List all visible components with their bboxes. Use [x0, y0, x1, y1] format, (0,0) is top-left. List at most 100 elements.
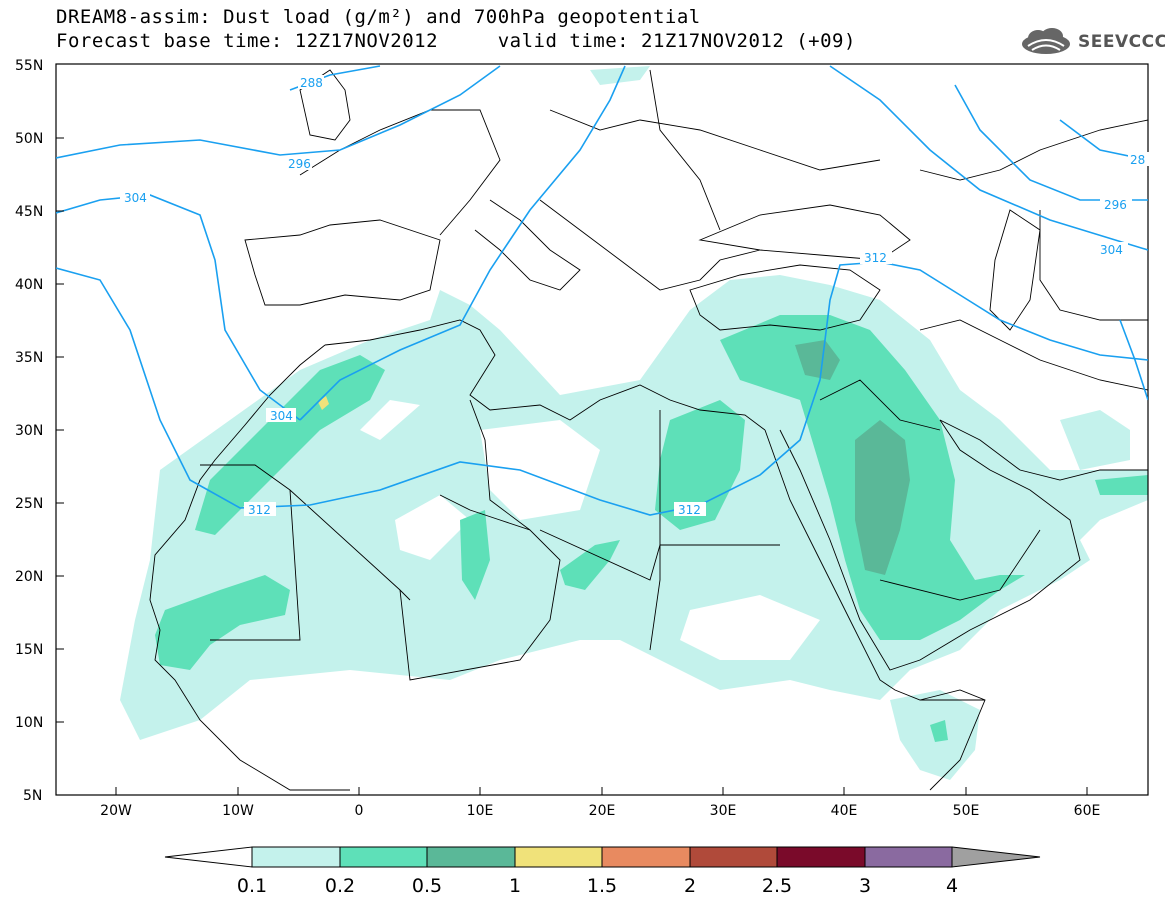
coastline-persian-gulf [939, 419, 1148, 481]
colorbar-label: 0.1 [237, 875, 267, 897]
coastline-balkans [539, 199, 761, 291]
colorbar-label: 1 [509, 875, 521, 897]
dust-gap [395, 495, 470, 560]
coastline-black-sea [698, 204, 911, 261]
border [649, 69, 721, 231]
lat-label: 35N [15, 350, 43, 366]
coastline-britain [299, 69, 351, 141]
colorbar-right-arrow [951, 846, 1041, 868]
contour-label: 312 [864, 251, 887, 265]
coastline-red-sea [764, 429, 985, 701]
lon-label: 40E [831, 803, 858, 819]
seevccc-logo: SEEVCCC [1018, 28, 1165, 56]
coastline-iberia [244, 219, 441, 306]
contour-label: 304 [124, 191, 147, 205]
coastline-france [299, 109, 501, 236]
lat-label: 15N [15, 642, 43, 658]
dust-area-light [1060, 410, 1130, 470]
contour-label: 28 [1130, 153, 1145, 167]
colorbar-label: 2.5 [762, 875, 792, 897]
contour-label: 288 [300, 76, 323, 90]
lon-label: 20E [589, 803, 616, 819]
map-title: DREAM8-assim: Dust load (g/m²) and 700hP… [56, 6, 701, 28]
dust-area-medium [655, 400, 745, 530]
dust-area-medium [560, 540, 620, 590]
contour-line [56, 194, 301, 421]
lat-label: 25N [15, 496, 43, 512]
logo-text: SEEVCCC [1078, 32, 1165, 52]
lon-label: 50E [953, 803, 980, 819]
dust-area-medium [155, 575, 290, 670]
lon-label: 10W [222, 803, 254, 819]
coastline-anatolia [689, 264, 881, 331]
colorbar [164, 846, 1041, 868]
lon-ticks [115, 787, 1088, 795]
dust-area-heavy [855, 420, 910, 575]
dust-gap [480, 420, 600, 520]
forecast-time-subtitle: Forecast base time: 12Z17NOV2012 valid t… [56, 30, 856, 52]
contour-label: 312 [678, 503, 701, 517]
contour-label: 296 [288, 157, 311, 171]
dust-area-medium [460, 510, 490, 600]
border [549, 109, 881, 171]
contour-line [56, 65, 501, 159]
contour-line [299, 65, 626, 421]
colorbar-swatch [776, 846, 866, 868]
colorbar-label: 2 [684, 875, 696, 897]
contour-line [1119, 319, 1148, 401]
coastline-africa-west [149, 344, 350, 791]
border [210, 489, 301, 641]
lon-label: 10E [467, 803, 494, 819]
contour-label: 296 [1104, 198, 1127, 212]
lon-labels: 20W 10W 0 10E 20E 30E 40E 50E 60E [100, 803, 1100, 819]
dust-area-medium [1095, 475, 1148, 495]
colorbar-swatch [251, 846, 341, 868]
dust-area-medium [930, 720, 948, 742]
coastline-italy [474, 199, 581, 291]
border [539, 529, 780, 581]
coastline-arabia [779, 419, 1081, 671]
coastline-caspian [989, 209, 1041, 331]
lat-label: 55N [15, 58, 43, 74]
lat-ticks [56, 137, 64, 723]
contour-label: 304 [1100, 243, 1123, 257]
colorbar-swatch [339, 846, 428, 868]
contour-labels: 288 296 304 312 304 312 312 28 296 304 [120, 75, 1150, 517]
border [819, 379, 941, 431]
lat-label: 30N [15, 423, 43, 439]
dust-gap [360, 400, 420, 440]
lon-label: 30E [710, 803, 737, 819]
colorbar-swatch [864, 846, 953, 868]
dust-area-medium [195, 355, 385, 535]
lat-label: 45N [15, 204, 43, 220]
lon-label: 20W [100, 803, 132, 819]
colorbar-label: 0.5 [412, 875, 442, 897]
contour-label: 304 [270, 409, 293, 423]
border [469, 399, 531, 531]
cloud-icon [1022, 28, 1070, 54]
dust-area-peak [318, 396, 329, 410]
lat-label: 10N [15, 715, 43, 731]
border [649, 410, 661, 651]
lat-label: 40N [15, 277, 43, 293]
contour-line [954, 84, 1148, 201]
colorbar-label: 4 [946, 875, 958, 897]
lon-label: 0 [355, 803, 364, 819]
border [919, 119, 1148, 181]
dust-field [120, 66, 1148, 780]
lat-label: 50N [15, 131, 43, 147]
border [879, 529, 1041, 601]
colorbar-swatch [601, 846, 691, 868]
contour-line [829, 65, 1148, 251]
colorbar-labels: 0.1 0.2 0.5 1 1.5 2 2.5 3 4 [237, 875, 958, 897]
dust-area-heavy [795, 340, 840, 380]
colorbar-label: 1.5 [587, 875, 617, 897]
colorbar-label: 0.2 [325, 875, 355, 897]
border [919, 319, 1148, 391]
colorbar-swatch [689, 846, 778, 868]
colorbar-swatch [426, 846, 516, 868]
colorbar-left-arrow [164, 846, 253, 868]
colorbar-label: 3 [859, 875, 871, 897]
lon-label: 60E [1074, 803, 1101, 819]
lat-label: 5N [23, 788, 42, 804]
